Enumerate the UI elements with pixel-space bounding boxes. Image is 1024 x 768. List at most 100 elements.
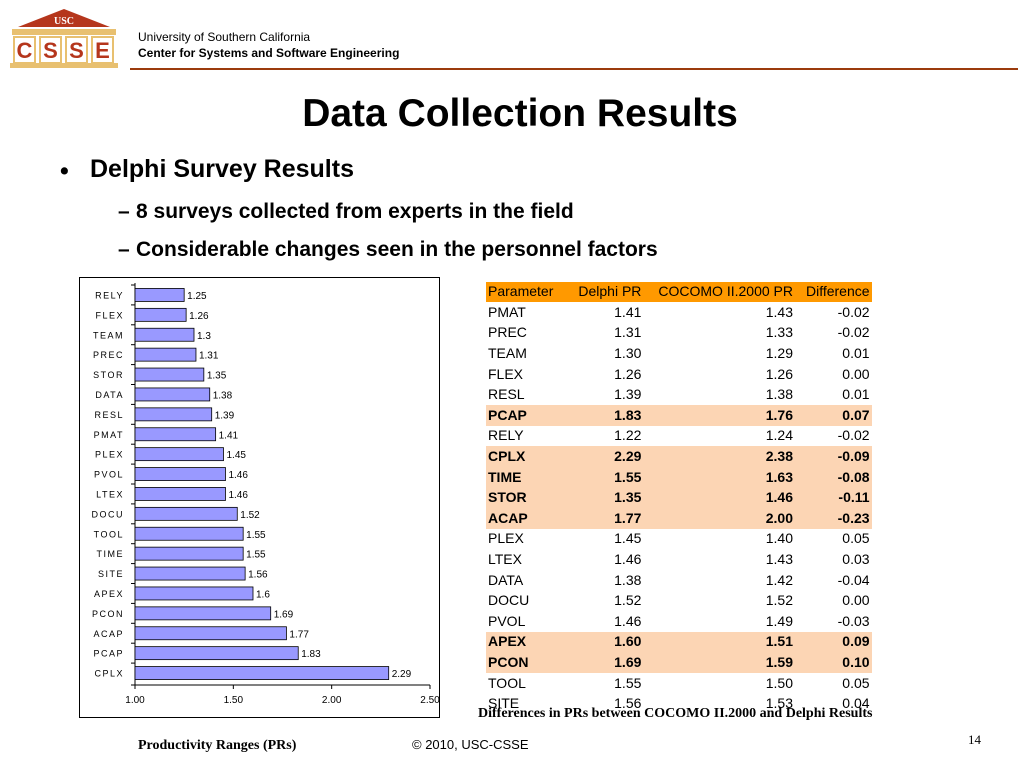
table-cell: 1.38 (765, 386, 793, 403)
category-label: APEX (94, 589, 124, 599)
category-label: LTEX (96, 489, 124, 499)
logo-lintel (12, 29, 116, 35)
header-divider (130, 68, 1018, 70)
bar (134, 487, 226, 501)
table-cell: 2.38 (643, 446, 796, 467)
column-header: Difference (795, 281, 873, 303)
data-label: 1.39 (215, 410, 235, 421)
table-cell: ACAP (485, 508, 556, 529)
logo-roof (18, 9, 110, 27)
table-cell: 0.00 (842, 365, 870, 382)
data-label: 1.83 (301, 649, 321, 660)
bar (134, 347, 197, 362)
page-number: 14 (968, 732, 981, 747)
table-row: PCAP 1.83 1.76 0.07 (485, 405, 873, 426)
table-row: STOR 1.35 1.46 -0.11 (485, 487, 873, 509)
table-header-row: Parameter Delphi PR COCOMO II.2000 PR Di… (485, 281, 873, 303)
logo-usc-text: USC (54, 16, 74, 27)
table-row: TEAM 1.30 1.29 0.01 (486, 343, 873, 364)
table-row: PCON 1.69 1.59 0.10 (485, 652, 873, 673)
table-cell: 2.00 (643, 508, 796, 529)
table-cell: -0.03 (837, 612, 870, 629)
center-name: Center for Systems and Software Engineer… (138, 46, 400, 60)
data-label: 1.52 (240, 510, 260, 521)
table-cell: 0.10 (795, 652, 873, 673)
table-cell: 1.56 (614, 695, 642, 712)
table-caption: Differences in PRs between COCOMO II.200… (478, 706, 873, 721)
table-cell: 1.40 (765, 530, 793, 547)
data-label: 1.38 (213, 390, 233, 401)
table-cell: 1.60 (555, 631, 644, 653)
data-label: 1.26 (189, 311, 209, 322)
table-row: TIME 1.55 1.63 -0.08 (485, 466, 873, 488)
table-row: FLEX 1.26 1.26 0.00 (486, 364, 873, 385)
table-cell: -0.08 (795, 466, 873, 488)
table-cell: LTEX (488, 551, 522, 568)
logo-letter: C (17, 38, 33, 63)
x-tick-label: 2.00 (322, 695, 342, 706)
bar (134, 526, 244, 541)
category-label: ACAP (93, 629, 124, 639)
table-cell: 1.24 (765, 427, 793, 444)
table-cell: 1.53 (765, 695, 793, 712)
table-cell: TIME (485, 466, 556, 488)
category-label: PMAT (94, 430, 124, 440)
table-cell: 1.63 (643, 466, 796, 488)
bar (134, 447, 224, 462)
table-cell: 1.33 (765, 324, 793, 341)
category-label: DOCU (92, 509, 125, 519)
bar (134, 646, 299, 661)
table-cell: SITE (488, 695, 520, 712)
pr-difference-table: Parameter Delphi PR COCOMO II.2000 PR Di… (485, 281, 873, 715)
category-label: PREC (93, 350, 124, 360)
category-label: DATA (95, 390, 124, 400)
table-cell: FLEX (488, 365, 524, 382)
footer-label: Productivity Ranges (PRs) (138, 738, 297, 753)
copyright: © 2010, USC-CSSE (412, 737, 529, 752)
table-cell: 1.46 (614, 612, 642, 629)
bar (134, 307, 187, 322)
data-label: 1.55 (246, 530, 266, 541)
logo-base (10, 63, 118, 68)
category-label: PVOL (94, 470, 124, 480)
category-label: RESL (94, 410, 124, 420)
data-label: 1.55 (246, 550, 266, 561)
sub-bullet-dash: – (118, 238, 130, 261)
table-cell: TEAM (488, 345, 527, 362)
table-cell: 1.22 (614, 427, 642, 444)
table-cell: 1.31 (614, 324, 642, 341)
table-cell: STOR (485, 487, 556, 509)
table-cell: 1.42 (765, 571, 793, 588)
bar (134, 606, 272, 621)
table-cell: DATA (488, 571, 524, 588)
table-cell: -0.23 (795, 508, 873, 529)
table-cell: 0.04 (842, 695, 870, 712)
sub-bullet-dash: – (118, 200, 130, 223)
table-cell: 1.52 (765, 592, 793, 609)
category-label: PCAP (93, 649, 124, 659)
table-cell: 1.50 (765, 674, 793, 691)
bar (134, 288, 185, 302)
table-cell: 0.05 (842, 674, 870, 691)
table-cell: DOCU (488, 592, 530, 609)
bar (134, 506, 238, 521)
table-cell: 1.51 (643, 631, 796, 653)
table-cell: PVOL (488, 612, 526, 629)
table-cell: 1.49 (765, 612, 793, 629)
table-cell: 0.03 (842, 551, 870, 568)
data-label: 1.77 (289, 629, 309, 640)
bar (134, 467, 226, 481)
table-cell: PCON (485, 652, 556, 673)
table-cell: APEX (485, 631, 556, 653)
logo-letter: E (95, 38, 110, 63)
table-cell: 1.45 (614, 530, 642, 547)
table-cell: 1.41 (614, 303, 642, 320)
table-cell: 1.26 (614, 365, 642, 382)
sub-bullet-text: 8 surveys collected from experts in the … (136, 200, 574, 223)
table-row: DATA 1.38 1.42 -0.04 (486, 570, 873, 591)
category-label: CPLX (94, 669, 124, 679)
table-cell: 1.83 (555, 405, 644, 426)
logo-letter: S (43, 38, 58, 63)
chart-frame (79, 277, 440, 718)
category-label: STOR (93, 370, 124, 380)
